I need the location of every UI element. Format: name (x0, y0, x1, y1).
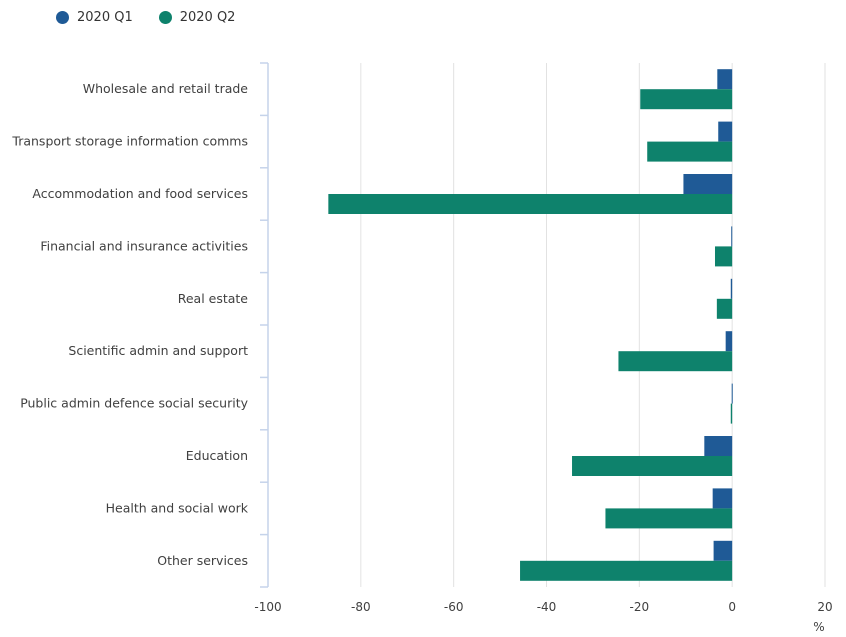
bar-q1 (683, 174, 733, 194)
bar-q1 (712, 488, 733, 509)
category-label: Education (186, 448, 248, 463)
bar-q2 (714, 246, 733, 267)
bar-q2 (572, 456, 733, 476)
category-label: Accommodation and food services (32, 186, 248, 201)
category-label: Wholesale and retail trade (83, 81, 249, 96)
bar-q2 (618, 351, 733, 372)
tick-labels: -100 -80 -60 -40 -20 0 20 (254, 600, 832, 614)
legend-marker-q1 (56, 11, 69, 24)
category-label: Financial and insurance activities (40, 238, 248, 253)
bar-q1 (730, 278, 733, 299)
category-axis (260, 62, 269, 588)
gridlines (360, 63, 826, 587)
bar-q1 (713, 540, 733, 561)
bar-q1 (731, 383, 733, 404)
bar-q2 (730, 403, 733, 424)
category-labels: Wholesale and retail trade Transport stor… (11, 81, 248, 568)
category-label: Health and social work (106, 500, 249, 515)
category-label: Transport storage information comms (11, 134, 248, 149)
legend: 2020 Q1 2020 Q2 (56, 10, 235, 25)
legend-item-q1[interactable]: 2020 Q1 (56, 10, 133, 25)
category-label: Real estate (178, 291, 249, 306)
bar-q1 (725, 331, 733, 352)
category-label: Public admin defence social security (20, 396, 248, 411)
x-tick-label: -100 (254, 600, 281, 614)
x-tick-label: 20 (817, 600, 832, 614)
bar-q1 (718, 121, 733, 142)
bar-q2 (328, 194, 733, 214)
legend-item-q2[interactable]: 2020 Q2 (158, 10, 236, 25)
legend-label-q2: 2020 Q2 (179, 10, 236, 25)
x-axis-unit-label: % (813, 620, 824, 634)
category-label: Other services (157, 553, 248, 568)
bar-q2 (716, 298, 733, 319)
x-tick-label: -40 (537, 600, 557, 614)
bars (328, 69, 733, 581)
bar-q1 (717, 69, 733, 90)
bar-q2 (647, 141, 733, 162)
bar-q1 (731, 226, 733, 247)
x-tick-label: -60 (444, 600, 464, 614)
bar-q2 (640, 89, 733, 110)
category-label: Scientific admin and support (68, 343, 248, 358)
legend-marker-q2 (158, 11, 172, 24)
legend-label-q1: 2020 Q1 (77, 10, 133, 25)
bar-q2 (605, 508, 733, 529)
x-tick-label: -20 (630, 600, 650, 614)
x-tick-label: 0 (728, 600, 736, 614)
bar-q2 (520, 560, 733, 581)
x-tick-label: -80 (351, 600, 371, 614)
bar-q1 (704, 436, 733, 456)
